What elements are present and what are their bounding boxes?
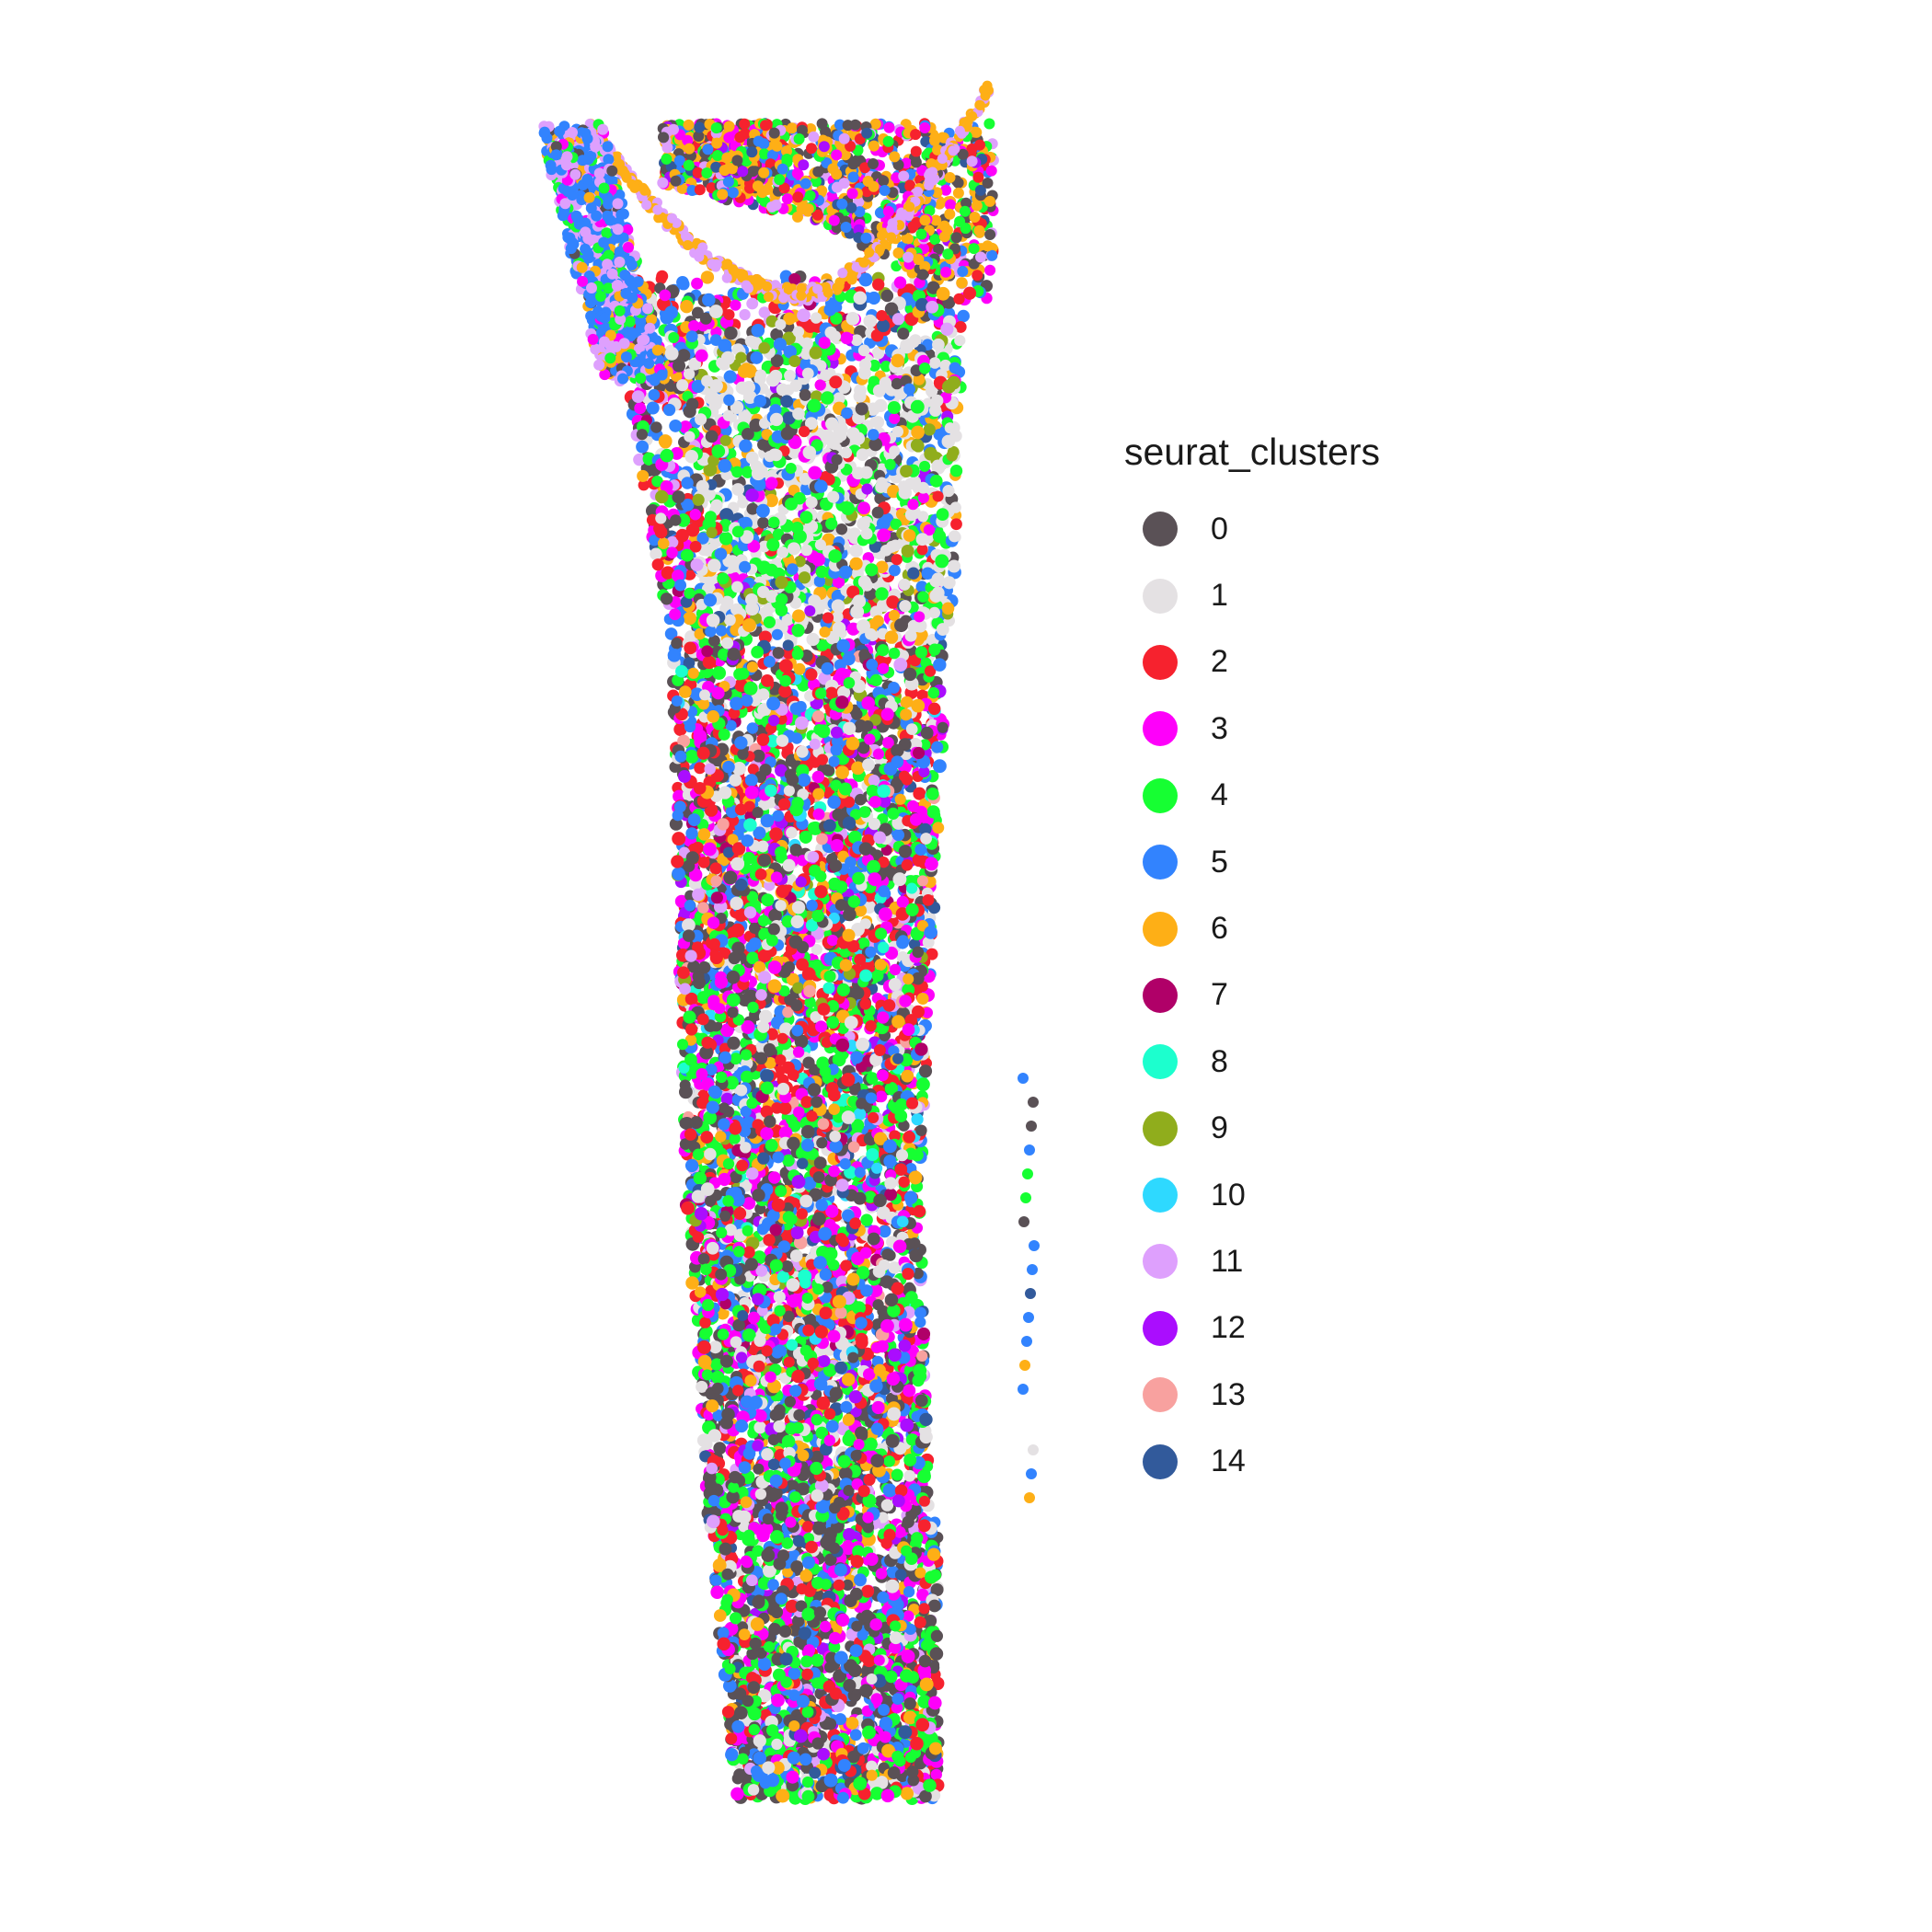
point-cluster-4 bbox=[949, 464, 963, 477]
point-cluster-1 bbox=[783, 785, 795, 797]
point-cluster-4 bbox=[880, 361, 892, 373]
point-cluster-14 bbox=[780, 395, 793, 408]
points-layer bbox=[538, 80, 999, 1806]
point-cluster-2 bbox=[872, 278, 885, 291]
point-cluster-4 bbox=[730, 466, 743, 478]
point-cluster-2 bbox=[673, 722, 687, 736]
point-cluster-1 bbox=[888, 978, 902, 992]
point-cluster-6 bbox=[700, 270, 715, 284]
point-cluster-5 bbox=[662, 403, 676, 417]
point-cluster-1 bbox=[871, 346, 885, 360]
point-cluster-2 bbox=[954, 320, 967, 333]
point-cluster-5 bbox=[849, 1729, 862, 1742]
point-cluster-6 bbox=[835, 765, 849, 779]
point-cluster-11 bbox=[739, 308, 751, 321]
point-cluster-0 bbox=[874, 492, 886, 505]
point-cluster-3 bbox=[930, 1768, 942, 1781]
point-cluster-5 bbox=[878, 1225, 891, 1238]
point-cluster-8 bbox=[743, 818, 757, 832]
point-cluster-0 bbox=[713, 1442, 727, 1455]
point-cluster-6 bbox=[932, 822, 945, 834]
point-cluster-0 bbox=[770, 328, 784, 341]
point-cluster-6 bbox=[845, 1716, 859, 1730]
point-cluster-1 bbox=[811, 944, 822, 956]
point-cluster-1 bbox=[857, 344, 870, 357]
point-cluster-5 bbox=[636, 440, 650, 454]
point-cluster-1 bbox=[947, 559, 961, 573]
point-cluster-2 bbox=[913, 787, 926, 800]
point-cluster-5 bbox=[723, 370, 737, 384]
point-cluster-0 bbox=[757, 439, 769, 451]
point-cluster-4 bbox=[719, 532, 733, 546]
point-cluster-13 bbox=[816, 833, 828, 845]
point-cluster-4 bbox=[915, 1077, 930, 1092]
point-cluster-4 bbox=[932, 529, 947, 544]
point-cluster-1 bbox=[744, 335, 757, 348]
point-cluster-5 bbox=[664, 627, 678, 640]
point-cluster-6 bbox=[849, 557, 863, 570]
point-cluster-4 bbox=[791, 624, 805, 638]
point-cluster-0 bbox=[799, 388, 811, 401]
point-cluster-3 bbox=[868, 1283, 883, 1297]
point-cluster-10 bbox=[911, 1113, 924, 1126]
point-cluster-1 bbox=[849, 544, 863, 558]
point-cluster-4 bbox=[775, 604, 788, 617]
point-cluster-4 bbox=[926, 805, 940, 819]
point-cluster-9 bbox=[946, 450, 959, 462]
point-cluster-2 bbox=[758, 630, 772, 644]
point-cluster-1 bbox=[784, 369, 796, 382]
point-cluster-1 bbox=[931, 460, 946, 475]
point-cluster-13 bbox=[811, 710, 825, 723]
point-cluster-6 bbox=[874, 959, 887, 972]
point-cluster-2 bbox=[953, 293, 965, 305]
point-cluster-3 bbox=[673, 789, 686, 803]
point-cluster-5 bbox=[957, 309, 970, 323]
